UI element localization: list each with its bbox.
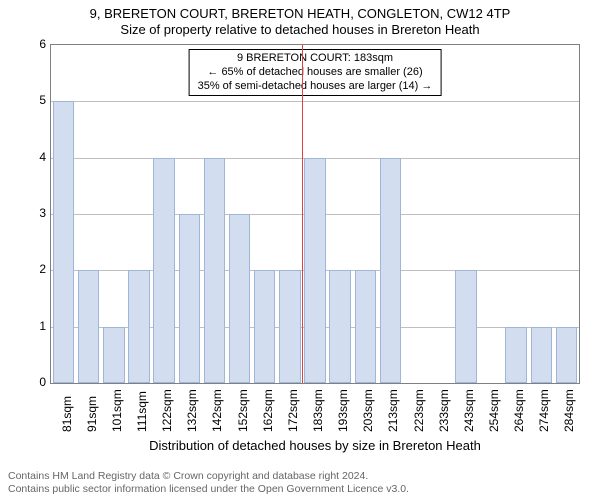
reference-line bbox=[302, 45, 303, 383]
x-tick-label: 132sqm bbox=[185, 389, 199, 432]
x-tick-label: 213sqm bbox=[386, 389, 400, 432]
histogram-bar bbox=[254, 270, 275, 383]
x-tick-label: 101sqm bbox=[110, 389, 124, 432]
x-tick-label: 172sqm bbox=[286, 389, 300, 432]
histogram-bar bbox=[556, 327, 577, 383]
y-tick-label: 6 bbox=[26, 37, 46, 51]
footer-line-1: Contains HM Land Registry data © Crown c… bbox=[8, 470, 409, 483]
title-main: 9, BRERETON COURT, BRERETON HEATH, CONGL… bbox=[0, 0, 600, 21]
histogram-plot: 9 BRERETON COURT: 183sqm ← 65% of detach… bbox=[50, 44, 580, 384]
x-tick-label: 183sqm bbox=[311, 389, 325, 432]
y-tick-label: 1 bbox=[26, 319, 46, 333]
x-tick-label: 223sqm bbox=[412, 389, 426, 432]
y-tick-label: 4 bbox=[26, 150, 46, 164]
x-tick-label: 284sqm bbox=[562, 389, 576, 432]
x-tick-label: 203sqm bbox=[361, 389, 375, 432]
x-tick-label: 193sqm bbox=[336, 389, 350, 432]
y-tick-label: 0 bbox=[26, 375, 46, 389]
histogram-bar bbox=[103, 327, 124, 383]
histogram-bar bbox=[531, 327, 552, 383]
x-tick-label: 81sqm bbox=[60, 396, 74, 432]
y-tick-label: 5 bbox=[26, 93, 46, 107]
annotation-box: 9 BRERETON COURT: 183sqm ← 65% of detach… bbox=[189, 49, 442, 96]
x-tick-label: 243sqm bbox=[462, 389, 476, 432]
x-tick-label: 162sqm bbox=[261, 389, 275, 432]
footer-line-2: Contains public sector information licen… bbox=[8, 483, 409, 496]
histogram-bar bbox=[380, 158, 401, 383]
x-tick-label: 254sqm bbox=[487, 389, 501, 432]
histogram-bar bbox=[304, 158, 325, 383]
histogram-bar bbox=[279, 270, 300, 383]
histogram-bar bbox=[505, 327, 526, 383]
footer-attribution: Contains HM Land Registry data © Crown c… bbox=[8, 470, 409, 496]
y-tick-label: 2 bbox=[26, 262, 46, 276]
histogram-bar bbox=[128, 270, 149, 383]
histogram-bar bbox=[355, 270, 376, 383]
histogram-bar bbox=[153, 158, 174, 383]
x-tick-label: 91sqm bbox=[85, 396, 99, 432]
x-tick-label: 111sqm bbox=[135, 391, 149, 432]
x-tick-label: 142sqm bbox=[210, 389, 224, 432]
x-tick-label: 264sqm bbox=[512, 389, 526, 432]
x-tick-label: 152sqm bbox=[236, 389, 250, 432]
histogram-bar bbox=[78, 270, 99, 383]
x-tick-label: 274sqm bbox=[537, 389, 551, 432]
histogram-bar bbox=[455, 270, 476, 383]
annotation-line-3: 35% of semi-detached houses are larger (… bbox=[198, 80, 433, 94]
histogram-bar bbox=[179, 214, 200, 383]
gridline bbox=[51, 101, 579, 102]
histogram-bar bbox=[329, 270, 350, 383]
histogram-bar bbox=[204, 158, 225, 383]
annotation-line-1: 9 BRERETON COURT: 183sqm bbox=[198, 52, 433, 66]
x-tick-label: 233sqm bbox=[437, 389, 451, 432]
y-tick-label: 3 bbox=[26, 206, 46, 220]
x-axis-label: Distribution of detached houses by size … bbox=[50, 438, 580, 453]
x-tick-label: 122sqm bbox=[160, 389, 174, 432]
annotation-line-2: ← 65% of detached houses are smaller (26… bbox=[198, 66, 433, 80]
title-sub: Size of property relative to detached ho… bbox=[0, 21, 600, 37]
histogram-bar bbox=[53, 101, 74, 383]
histogram-bar bbox=[229, 214, 250, 383]
